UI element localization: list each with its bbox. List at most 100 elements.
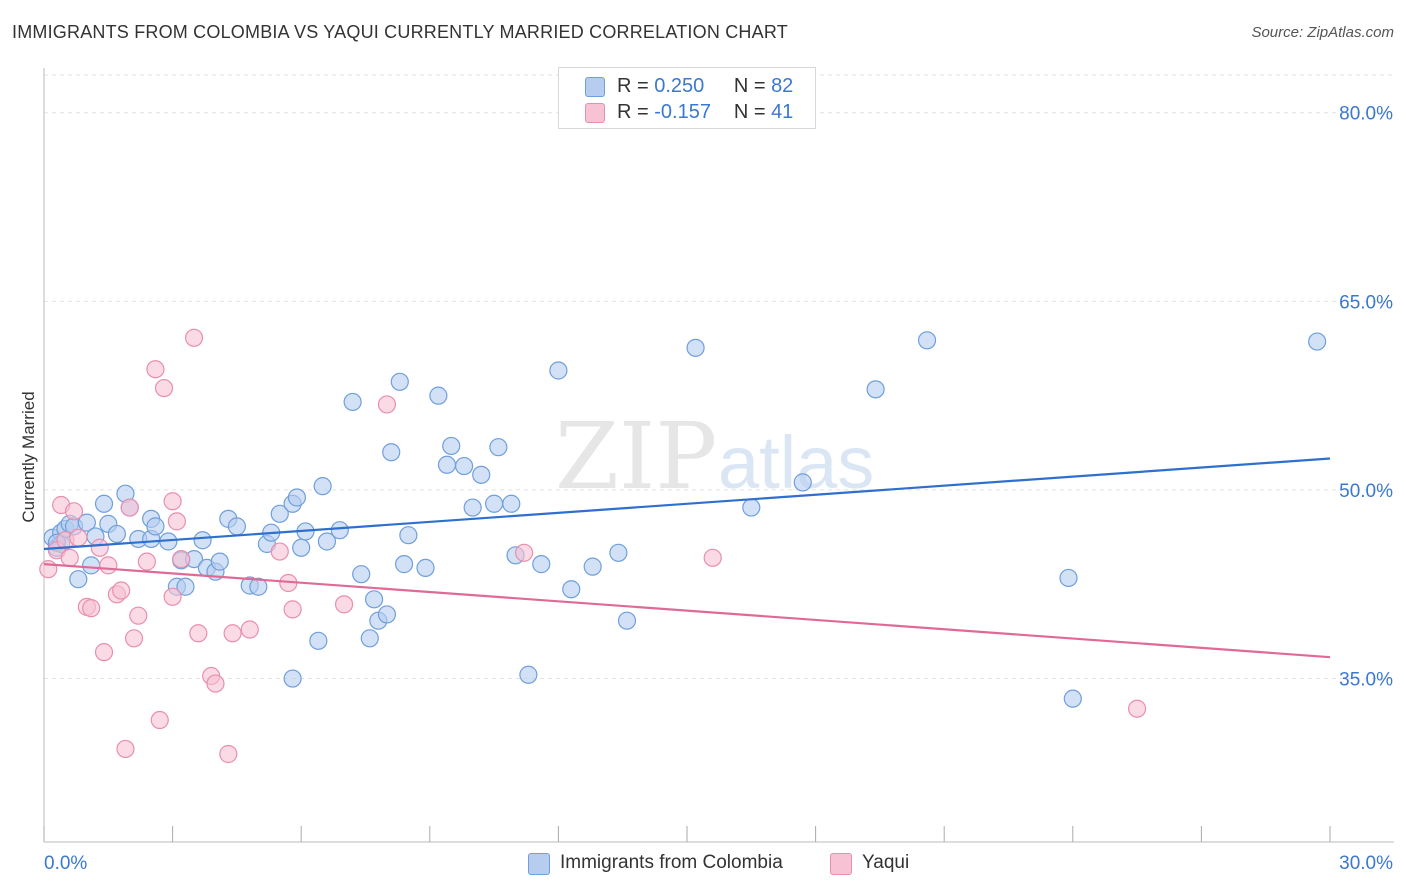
data-point-yaqui: [120, 498, 139, 517]
data-point-yaqui: [163, 492, 182, 511]
data-point-colombia: [502, 494, 521, 513]
data-point-yaqui: [334, 595, 354, 614]
x-tick-label: 30.0%: [1339, 853, 1393, 874]
data-point-yaqui: [146, 360, 165, 379]
legend-r-value-colombia: 0.250: [654, 75, 705, 97]
data-point-colombia: [532, 555, 551, 574]
legend-r-value-yaqui: -0.157: [654, 101, 711, 123]
data-point-colombia: [360, 629, 379, 648]
data-point-colombia: [519, 665, 538, 684]
data-point-colombia: [227, 517, 246, 536]
legend-n-value-yaqui: 41: [771, 101, 794, 123]
data-point-yaqui: [60, 548, 79, 567]
data-point-yaqui: [69, 528, 88, 547]
data-point-colombia: [1063, 689, 1082, 708]
data-point-colombia: [82, 556, 101, 575]
data-point-colombia: [1059, 568, 1078, 588]
watermark-zip: ZIP: [555, 403, 717, 510]
data-point-colombia: [107, 524, 126, 544]
data-point-colombia: [69, 570, 88, 589]
data-point-colombia: [309, 631, 328, 650]
bottom-legend-swatch-yaqui: [830, 853, 852, 875]
data-point-colombia: [437, 455, 457, 474]
y-tick-label: 50.0%: [1339, 481, 1393, 502]
data-point-yaqui: [39, 560, 58, 579]
data-point-colombia: [390, 372, 409, 391]
trend-line-yaqui: [43, 563, 1331, 659]
data-point-yaqui: [99, 556, 118, 575]
bottom-legend-label-yaqui: Yaqui: [862, 852, 910, 873]
data-point-colombia: [1308, 332, 1327, 351]
data-point-yaqui: [172, 549, 191, 569]
data-point-yaqui: [94, 643, 114, 662]
data-point-yaqui: [703, 548, 722, 567]
data-point-colombia: [94, 494, 114, 513]
data-point-colombia: [609, 543, 628, 562]
x-tick-label: 0.0%: [44, 853, 87, 874]
data-point-yaqui: [270, 542, 289, 561]
data-point-colombia: [489, 438, 508, 457]
data-point-colombia: [442, 436, 461, 456]
data-point-colombia: [463, 498, 482, 517]
data-point-yaqui: [163, 587, 182, 606]
data-point-colombia: [382, 443, 401, 462]
data-point-yaqui: [219, 744, 238, 764]
source-label: Source: ZipAtlas.com: [1251, 24, 1394, 41]
data-point-colombia: [583, 557, 602, 576]
data-point-colombia: [343, 392, 362, 412]
data-point-yaqui: [82, 599, 101, 618]
data-point-colombia: [210, 552, 229, 571]
data-point-colombia: [377, 605, 397, 624]
data-point-yaqui: [90, 538, 109, 557]
legend-swatch-colombia: [585, 77, 605, 97]
data-point-colombia: [283, 669, 302, 688]
data-point-yaqui: [515, 543, 534, 562]
data-point-yaqui: [64, 502, 84, 521]
data-point-colombia: [193, 531, 212, 550]
data-point-colombia: [429, 386, 448, 405]
data-point-colombia: [416, 558, 435, 577]
data-point-colombia: [352, 565, 371, 584]
data-point-yaqui: [223, 624, 242, 643]
data-point-colombia: [287, 488, 307, 507]
data-point-colombia: [472, 465, 491, 484]
data-point-yaqui: [129, 606, 148, 625]
data-point-yaqui: [283, 600, 302, 619]
data-point-colombia: [549, 361, 568, 380]
data-point-colombia: [394, 555, 414, 574]
data-point-colombia: [917, 331, 937, 350]
y-tick-label: 65.0%: [1339, 292, 1393, 313]
legend-n-label: N =: [733, 75, 766, 97]
data-point-colombia: [313, 477, 332, 496]
data-point-colombia: [176, 577, 195, 596]
data-point-yaqui: [124, 629, 144, 648]
legend-r-label: R =: [617, 101, 649, 123]
data-point-yaqui: [112, 581, 131, 600]
data-point-colombia: [364, 590, 384, 609]
data-point-yaqui: [189, 624, 208, 643]
data-point-yaqui: [206, 674, 225, 693]
trend-line-colombia: [43, 457, 1331, 551]
correlation-legend: R = 0.250 N = 82 R = -0.157 N = 41: [558, 67, 816, 129]
data-point-yaqui: [167, 512, 186, 531]
data-point-yaqui: [1127, 699, 1147, 718]
data-point-colombia: [866, 380, 885, 399]
data-point-colombia: [686, 338, 705, 357]
data-point-colombia: [249, 577, 268, 596]
data-point-yaqui: [184, 328, 204, 347]
y-axis-label: Currently Married: [19, 391, 38, 522]
data-point-colombia: [793, 473, 812, 492]
data-point-yaqui: [377, 395, 397, 414]
data-point-yaqui: [116, 739, 135, 759]
data-point-colombia: [270, 504, 289, 523]
legend-n-label: N =: [733, 101, 766, 123]
legend-swatch-yaqui: [585, 103, 605, 123]
data-point-colombia: [562, 580, 581, 599]
data-point-colombia: [399, 526, 418, 545]
data-point-colombia: [292, 538, 311, 557]
bottom-legend-swatch-colombia: [528, 853, 550, 875]
data-point-colombia: [330, 521, 349, 540]
data-point-colombia: [485, 494, 504, 513]
data-point-yaqui: [150, 710, 169, 730]
